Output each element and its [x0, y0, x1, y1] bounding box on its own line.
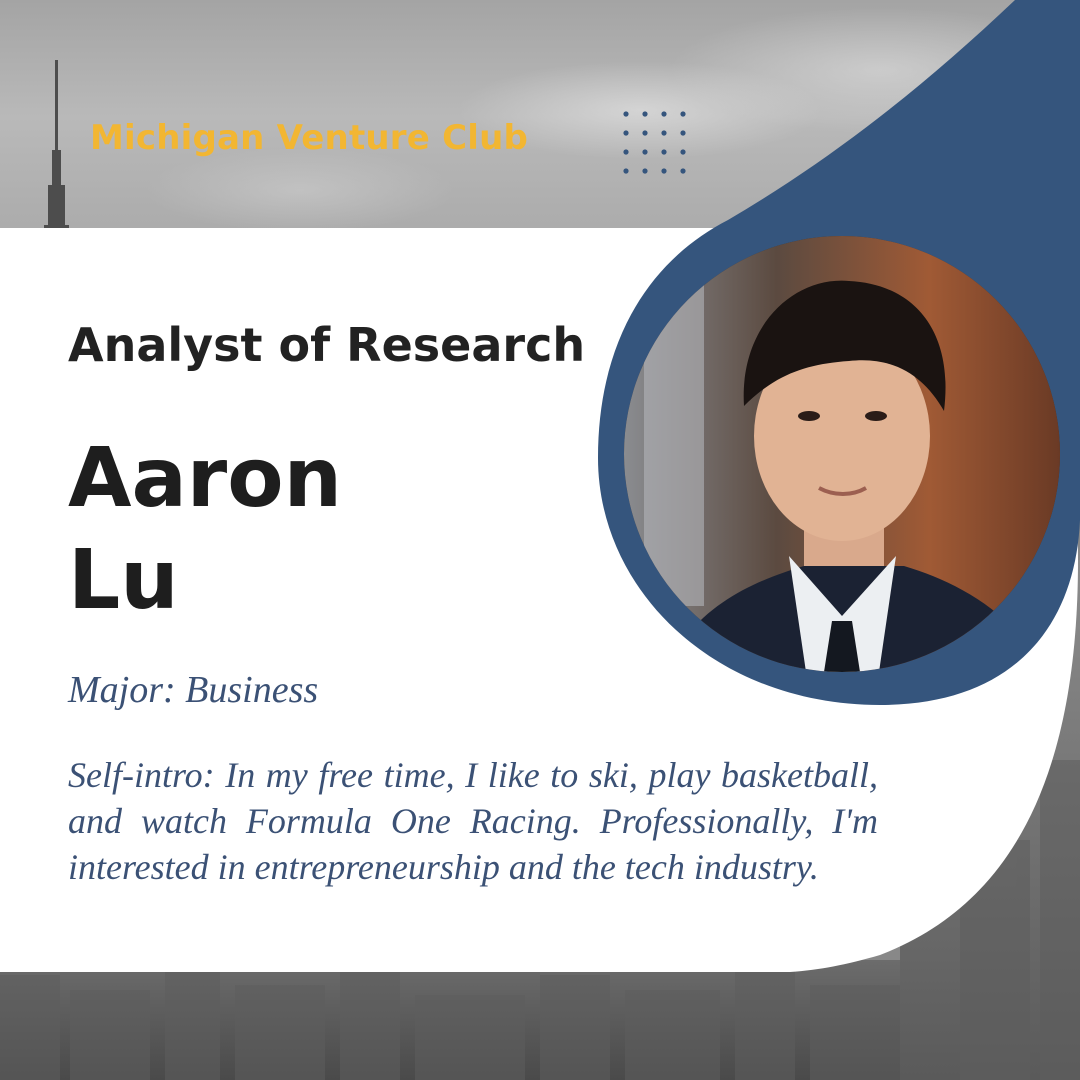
dot-grid-decoration [623, 111, 686, 174]
last-name: Lu [68, 533, 179, 628]
skyline-buildings [0, 760, 1080, 1080]
major-text: Major: Business [68, 669, 319, 711]
profile-photo [624, 236, 1060, 672]
profile-photo-illustration [624, 236, 1060, 672]
first-name: Aaron [68, 431, 342, 526]
self-intro-text: Self-intro: In my free time, I like to s… [68, 755, 878, 887]
brand-title: Michigan Venture Club [90, 118, 529, 158]
spire-building [44, 60, 69, 235]
role-title: Analyst of Research [68, 318, 586, 372]
person-name: Aaron Lu [68, 428, 342, 632]
